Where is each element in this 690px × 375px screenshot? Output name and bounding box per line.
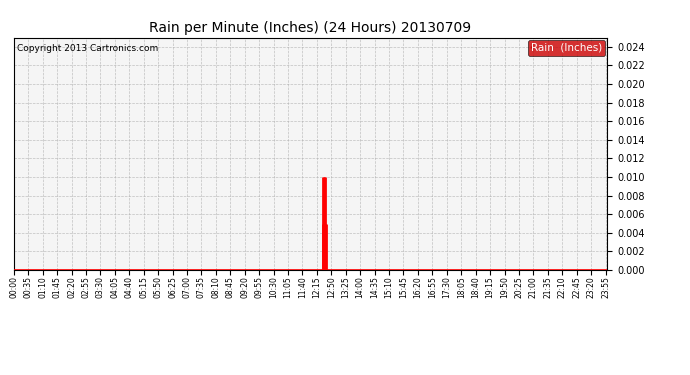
- Title: Rain per Minute (Inches) (24 Hours) 20130709: Rain per Minute (Inches) (24 Hours) 2013…: [150, 21, 471, 35]
- Text: Copyright 2013 Cartronics.com: Copyright 2013 Cartronics.com: [17, 45, 158, 54]
- Legend: Rain  (Inches): Rain (Inches): [528, 40, 605, 56]
